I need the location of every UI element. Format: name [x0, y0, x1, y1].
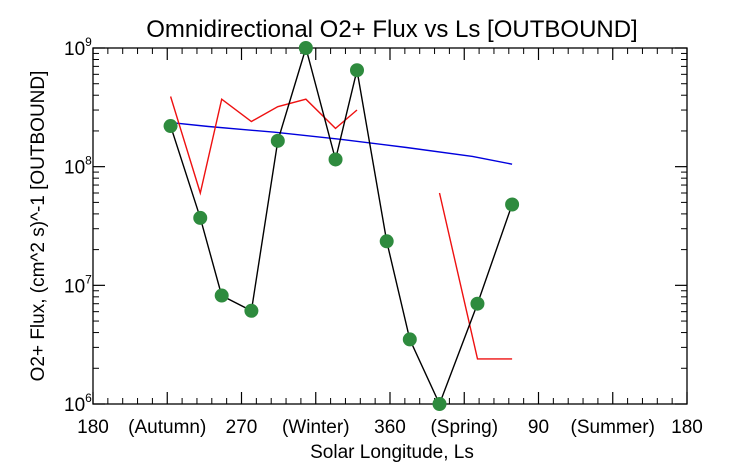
y-tick-label: 106 [64, 391, 92, 416]
chart-title: Omnidirectional O2+ Flux vs Ls [OUTBOUND… [146, 16, 637, 43]
x-tick-label: 270 [226, 417, 258, 438]
y-tick-label: 109 [64, 35, 92, 60]
series-line-3 [438, 192, 513, 360]
x-tick-label: (Winter) [282, 417, 350, 438]
data-point [350, 63, 364, 78]
x-tick-label: (Autumn) [128, 417, 206, 438]
x-tick-label: 360 [374, 417, 406, 438]
y-tick-label: 108 [64, 154, 92, 179]
data-point [402, 332, 417, 347]
data-point [379, 234, 394, 249]
data-point [163, 119, 178, 134]
series-line-2 [169, 96, 358, 196]
data-point [328, 152, 343, 167]
x-tick-label: 180 [671, 417, 703, 438]
data-point [214, 288, 229, 303]
x-tick-label: (Summer) [571, 417, 655, 438]
data-point [270, 133, 285, 148]
x-axis-ticks: 180 (Autumn) 270 (Winter) 360 (Spring) 90 (Summ… [77, 48, 703, 438]
x-tick-label: 180 [77, 417, 109, 438]
data-point [298, 41, 313, 55]
data-point [470, 296, 485, 311]
y-axis-title: O2+ Flux, (cm^2 s)^-1 [OUTBOUND] [28, 71, 49, 382]
y-tick-label: 107 [64, 272, 92, 297]
data-point [244, 303, 259, 318]
x-tick-label: 90 [528, 417, 549, 438]
data-point [505, 197, 520, 212]
plot-frame [92, 47, 688, 405]
x-tick-label: (Spring) [430, 417, 498, 438]
data-point [432, 397, 447, 411]
data-point [193, 210, 208, 225]
x-axis-title: Solar Longitude, Ls [310, 442, 474, 463]
y-axis-ticks: 106 107 108 109 [64, 35, 687, 416]
series-layer [163, 41, 520, 411]
